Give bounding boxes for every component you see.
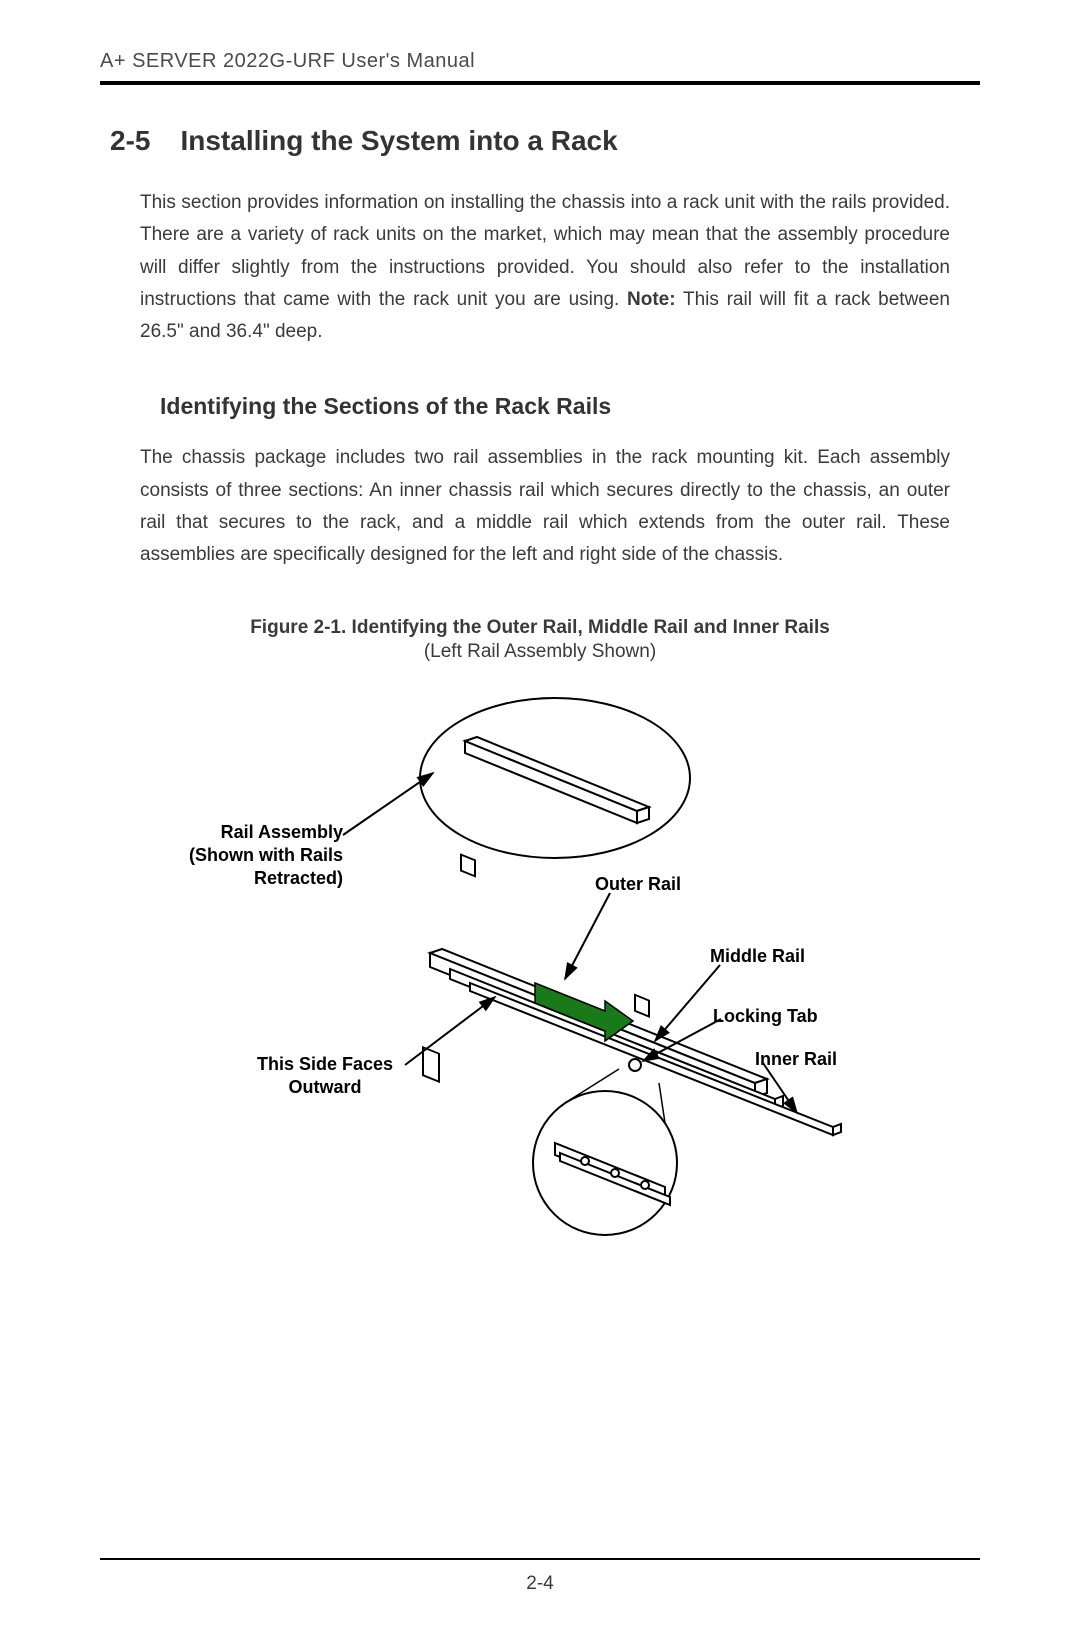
leader-faces <box>405 997 495 1065</box>
label-rail-assembly-l1: Rail Assembly <box>221 822 343 842</box>
label-middle-rail: Middle Rail <box>710 945 805 968</box>
figure-title-bold: Figure 2-1. Identifying the Outer Rail, … <box>250 617 830 638</box>
section-heading: 2-5 Installing the System into a Rack <box>110 125 980 157</box>
section-number: 2-5 <box>110 125 150 157</box>
label-rail-assembly: Rail Assembly (Shown with Rails Retracte… <box>173 821 343 891</box>
intro-paragraph: This section provides information on ins… <box>140 187 950 348</box>
para1-note: Note: <box>627 289 676 310</box>
leader-middle <box>655 965 720 1041</box>
header-rule <box>100 81 980 85</box>
label-faces-l2: Outward <box>288 1077 361 1097</box>
label-outer-rail: Outer Rail <box>595 873 681 896</box>
section-title: Installing the System into a Rack <box>180 125 617 156</box>
figure-subtitle: (Left Rail Assembly Shown) <box>100 641 980 663</box>
leader-rail-assembly <box>343 773 433 835</box>
label-locking-tab: Locking Tab <box>713 1005 818 1028</box>
rail-diagram: Rail Assembly (Shown with Rails Retracte… <box>165 683 915 1243</box>
label-inner-rail: Inner Rail <box>755 1048 837 1071</box>
sections-paragraph: The chassis package includes two rail as… <box>140 442 950 571</box>
footer-rule <box>100 1558 980 1560</box>
label-faces-l1: This Side Faces <box>257 1054 393 1074</box>
page-number: 2-4 <box>0 1573 1080 1595</box>
label-rail-assembly-l3: Retracted) <box>254 868 343 888</box>
page-header: A+ SERVER 2022G-URF User's Manual <box>100 50 980 73</box>
label-rail-assembly-l2: (Shown with Rails <box>189 845 343 865</box>
figure-title: Figure 2-1. Identifying the Outer Rail, … <box>100 617 980 639</box>
sub-heading: Identifying the Sections of the Rack Rai… <box>160 393 980 420</box>
leader-outer <box>565 893 610 979</box>
label-faces-outward: This Side Faces Outward <box>245 1053 405 1100</box>
